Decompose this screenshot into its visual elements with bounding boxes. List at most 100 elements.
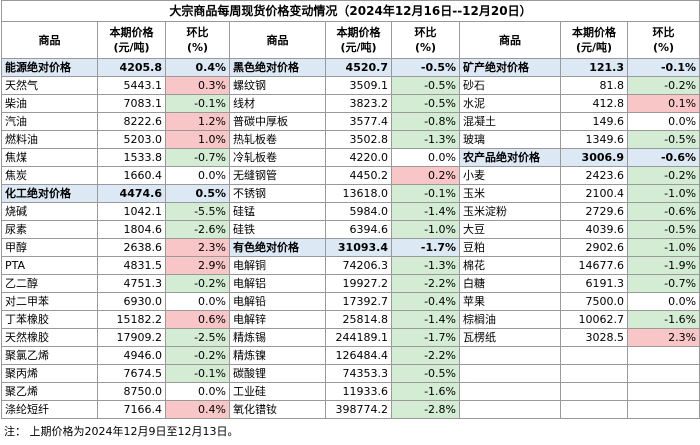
name-cell: 混凝土 (459, 112, 561, 131)
change-cell: -0.2% (165, 346, 230, 365)
data-row: 聚乙烯 8750.0 0.0% 工业硅 11933.6 -1.6% (1, 382, 700, 401)
header-cell: 环比 (%) (165, 21, 230, 59)
name-cell: 天然橡胶 (1, 328, 98, 347)
change-cell: -2.2% (391, 346, 460, 365)
change-cell: -2.6% (165, 220, 230, 239)
header-cell: 商品 (459, 21, 561, 59)
change-cell: 0.4% (165, 400, 230, 419)
name-cell: 砂石 (459, 76, 561, 95)
empty-cell (560, 382, 628, 401)
price-cell: 11933.6 (325, 382, 392, 401)
change-cell: -0.6% (626, 148, 700, 167)
header-cell: 环比 (%) (626, 21, 700, 59)
empty-cell (459, 382, 561, 401)
header-cell: 环比 (%) (391, 21, 460, 59)
data-row: 天然橡胶 17909.2 -2.5% 精炼锡 244189.1 -1.7% 瓦楞纸 3028.… (1, 328, 700, 347)
data-row: 丁苯橡胶 15182.2 0.6% 电解锌 25814.8 -1.4% 棕榈油 10062.7… (1, 310, 700, 329)
data-row: 燃料油 5203.0 1.0% 热轧板卷 3502.8 -1.3% 玻璃 1349.6 -0.5… (1, 130, 700, 149)
price-cell: 1804.6 (97, 220, 166, 239)
change-cell: -0.1% (165, 364, 230, 383)
name-cell: 甲醇 (1, 238, 98, 257)
empty-cell (626, 382, 700, 401)
name-cell: 玉米淀粉 (459, 202, 561, 221)
price-cell: 25814.8 (325, 310, 392, 329)
price-cell: 2423.6 (560, 166, 628, 185)
name-cell: 焦煤 (1, 148, 98, 167)
price-cell: 81.8 (560, 76, 628, 95)
change-cell: 0.0% (391, 148, 460, 167)
price-cell: 4474.6 (97, 184, 166, 203)
name-cell: 瓦楞纸 (459, 328, 561, 347)
change-cell: 1.0% (165, 130, 230, 149)
price-cell: 2729.6 (560, 202, 628, 221)
price-cell: 1042.1 (97, 202, 166, 221)
price-cell: 2638.6 (97, 238, 166, 257)
change-cell: 0.4% (165, 58, 230, 77)
change-cell: -1.7% (391, 238, 460, 257)
data-row: 乙二醇 4751.3 -0.2% 电解铝 19927.2 -2.2% 白糖 6191.3 -0.… (1, 274, 700, 293)
price-cell: 7166.4 (97, 400, 166, 419)
change-cell: 0.0% (165, 292, 230, 311)
name-cell: 聚乙烯 (1, 382, 98, 401)
data-row: 天然气 5443.1 0.3% 螺纹钢 3509.1 -0.5% 砂石 81.8 -0.2% (1, 76, 700, 95)
price-cell: 14677.6 (560, 256, 628, 275)
name-cell: 氧化镨钕 (229, 400, 326, 419)
change-cell: -0.5% (626, 220, 700, 239)
change-cell: -1.3% (391, 256, 460, 275)
data-row: PTA 4831.5 2.9% 电解铜 74206.3 -1.3% 棉花 14677.6 -1.… (1, 256, 700, 275)
header-cell: 本期价格 (元/吨) (97, 21, 166, 59)
change-cell: -0.4% (391, 292, 460, 311)
price-cell: 5443.1 (97, 76, 166, 95)
name-cell: 硅锰 (229, 202, 326, 221)
data-row: 尿素 1804.6 -2.6% 硅铁 6394.6 -1.0% 大豆 4039.6 -0.5% (1, 220, 700, 239)
name-cell: 玻璃 (459, 130, 561, 149)
change-cell: -0.5% (626, 130, 700, 149)
data-row: 柴油 7083.1 -0.1% 线材 3823.2 -0.5% 水泥 412.8 0.1% (1, 94, 700, 113)
price-cell: 6394.6 (325, 220, 392, 239)
price-cell: 4946.0 (97, 346, 166, 365)
change-cell: -2.2% (391, 274, 460, 293)
price-cell: 3502.8 (325, 130, 392, 149)
name-cell: 普碳中厚板 (229, 112, 326, 131)
price-cell: 17909.2 (97, 328, 166, 347)
name-cell: 烧碱 (1, 202, 98, 221)
empty-cell (560, 364, 628, 383)
price-cell: 4831.5 (97, 256, 166, 275)
price-cell: 1660.4 (97, 166, 166, 185)
price-cell: 4520.7 (325, 58, 392, 77)
name-cell: PTA (1, 256, 98, 275)
price-cell: 7674.5 (97, 364, 166, 383)
name-cell: 能源绝对价格 (1, 58, 98, 77)
data-row: 涤纶短纤 7166.4 0.4% 氧化镨钕 398774.2 -2.8% (1, 400, 700, 419)
change-cell: -0.5% (391, 364, 460, 383)
change-cell: 0.0% (626, 112, 700, 131)
name-cell: 黑色绝对价格 (229, 58, 326, 77)
change-cell: -1.4% (391, 310, 460, 329)
change-cell: 2.9% (165, 256, 230, 275)
change-cell: 0.6% (165, 310, 230, 329)
change-cell: 0.0% (165, 382, 230, 401)
header-row: 商品 本期价格 (元/吨) 环比 (%) 商品 本期价格 (元/吨) 环比 (%) 商品 本期… (1, 21, 700, 59)
change-cell: 0.5% (165, 184, 230, 203)
name-cell: 豆粕 (459, 238, 561, 257)
change-cell: 2.3% (626, 328, 700, 347)
name-cell: 燃料油 (1, 130, 98, 149)
header-cell: 本期价格 (元/吨) (560, 21, 628, 59)
change-cell: -1.0% (626, 238, 700, 257)
price-cell: 17392.7 (325, 292, 392, 311)
price-cell: 4751.3 (97, 274, 166, 293)
price-cell: 126484.4 (325, 346, 392, 365)
change-cell: 0.0% (165, 166, 230, 185)
change-cell: -0.2% (165, 274, 230, 293)
change-cell: -1.0% (391, 220, 460, 239)
change-cell: -0.2% (626, 76, 700, 95)
price-cell: 412.8 (560, 94, 628, 113)
name-cell: 棕榈油 (459, 310, 561, 329)
empty-cell (626, 400, 700, 419)
name-cell: 碳酸锂 (229, 364, 326, 383)
name-cell: 焦炭 (1, 166, 98, 185)
change-cell: 0.3% (165, 76, 230, 95)
name-cell: 无缝钢管 (229, 166, 326, 185)
name-cell: 冷轧板卷 (229, 148, 326, 167)
